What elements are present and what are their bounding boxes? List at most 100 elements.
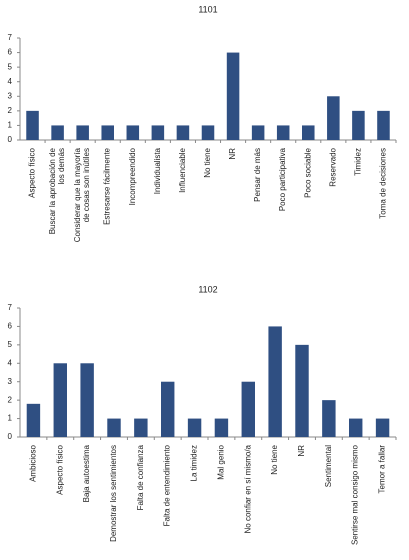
- x-tick-label: Incompreendido: [128, 147, 137, 205]
- x-tick-label-line: Temor a fallar: [378, 445, 387, 494]
- x-tick-label-line: Individualista: [153, 147, 162, 194]
- bar: [26, 403, 41, 437]
- x-tick-label-line: Considerar que la mayoría: [73, 147, 82, 242]
- x-tick-label-line: Reservado: [328, 147, 337, 186]
- x-tick-label-line: Demostrar los sentimientos: [109, 445, 118, 542]
- x-tick-label: NR: [297, 445, 306, 457]
- x-tick-label: Aspecto físico: [55, 444, 64, 494]
- x-tick-label: Sentirse mal consigo mismo: [351, 444, 360, 545]
- y-tick-label: 2: [8, 395, 13, 404]
- bar: [377, 110, 390, 140]
- x-tick-label: Sentimental: [324, 445, 333, 487]
- x-tick-label-line: No confiar en sí mismo/a: [243, 444, 252, 533]
- x-tick-label: Mal genio: [217, 444, 226, 479]
- bar: [151, 125, 165, 140]
- x-tick-label-line: NR: [228, 148, 237, 160]
- bar: [126, 125, 140, 140]
- x-tick-label: Timidez: [354, 148, 363, 176]
- x-tick-label-line: Sentimental: [324, 445, 333, 487]
- x-tick-label: Aspecto físico: [28, 147, 37, 197]
- bar: [26, 110, 39, 140]
- x-tick-label-line: Timidez: [354, 148, 363, 176]
- x-tick-label: Individualista: [153, 147, 162, 194]
- x-tick-label: Pensar de más: [253, 148, 262, 202]
- bar: [201, 125, 215, 140]
- bar: [53, 363, 67, 437]
- x-tick-label: Falta de entendimiento: [163, 444, 172, 526]
- y-tick-label: 6: [8, 48, 13, 57]
- x-tick-label-line: Influenciable: [178, 147, 187, 192]
- x-tick-label: Considerar que la mayoríade cosas son in…: [73, 147, 91, 242]
- x-tick-label-line: Aspecto físico: [28, 147, 37, 197]
- x-tick-label-line: La timidez: [190, 445, 199, 481]
- y-tick-label: 4: [8, 358, 13, 367]
- x-tick-label: Baja autoestima: [82, 444, 91, 502]
- bar: [241, 381, 255, 437]
- bar: [295, 344, 309, 437]
- chart-title: 1102: [198, 284, 217, 294]
- x-tick-label: No confiar en sí mismo/a: [243, 444, 252, 533]
- x-tick-label: Estresarse fácilmente: [103, 147, 112, 224]
- x-tick-label-line: Estresarse fácilmente: [103, 147, 112, 224]
- bar: [322, 400, 336, 437]
- y-tick-label: 3: [8, 377, 13, 386]
- x-tick-label-line: Buscar la aprobación de: [48, 147, 57, 234]
- bar: [214, 418, 229, 437]
- x-tick-label-line: Poco participativa: [278, 147, 287, 211]
- x-tick-label-line: Toma de decisiones: [379, 148, 388, 219]
- bar: [51, 125, 64, 140]
- x-tick-label: Poco sociable: [303, 147, 312, 197]
- x-tick-label-line: No tiene: [270, 444, 279, 474]
- bar: [352, 110, 365, 140]
- y-tick-label: 7: [8, 303, 13, 312]
- bar: [375, 418, 390, 437]
- y-tick-label: 0: [8, 432, 13, 441]
- x-tick-label-line: Ambicioso: [29, 444, 38, 481]
- bar: [134, 418, 148, 437]
- x-tick-label: NR: [228, 148, 237, 160]
- x-tick-label-line: No tiene: [203, 147, 212, 177]
- x-tick-label-line: los demás: [57, 148, 66, 184]
- bar: [349, 418, 363, 437]
- bar: [226, 52, 240, 141]
- x-tick-label-line: Poco sociable: [303, 147, 312, 197]
- bar: [176, 125, 190, 140]
- x-tick-label-line: de cosas son inútiles: [82, 148, 91, 222]
- y-tick-label: 5: [8, 340, 13, 349]
- x-tick-label: Ambicioso: [29, 444, 38, 481]
- bar: [76, 125, 89, 140]
- x-tick-label-line: NR: [297, 445, 306, 457]
- y-tick-label: 7: [8, 33, 13, 42]
- x-tick-label: Demostrar los sentimientos: [109, 445, 118, 542]
- bar: [268, 326, 282, 437]
- x-tick-label-line: Falta de confianza: [136, 444, 145, 510]
- y-tick-label: 1: [8, 414, 13, 423]
- x-tick-label-line: Mal genio: [217, 444, 226, 479]
- x-tick-label-line: Pensar de más: [253, 148, 262, 202]
- bar: [80, 363, 94, 437]
- bar: [101, 125, 114, 140]
- y-tick-label: 1: [8, 121, 13, 130]
- y-tick-label: 2: [8, 106, 13, 115]
- y-tick-label: 0: [8, 135, 13, 144]
- x-tick-label: Buscar la aprobación delos demás: [48, 147, 66, 234]
- x-tick-label: Toma de decisiones: [379, 148, 388, 219]
- y-tick-label: 6: [8, 322, 13, 331]
- x-tick-label: Reservado: [328, 147, 337, 186]
- x-tick-label: Influenciable: [178, 147, 187, 192]
- y-tick-label: 3: [8, 91, 13, 100]
- x-tick-label-line: Incompreendido: [128, 147, 137, 205]
- y-tick-label: 4: [8, 77, 13, 86]
- x-tick-label: No tiene: [270, 444, 279, 474]
- x-tick-label-line: Sentirse mal consigo mismo: [351, 444, 360, 545]
- x-tick-label-line: Aspecto físico: [55, 444, 64, 494]
- x-tick-label-line: Falta de entendimiento: [163, 444, 172, 526]
- x-tick-label: Temor a fallar: [378, 445, 387, 494]
- x-tick-label: Falta de confianza: [136, 444, 145, 510]
- bar: [251, 125, 265, 140]
- bar: [107, 418, 121, 437]
- x-tick-label: La timidez: [190, 445, 199, 481]
- bar: [327, 96, 340, 140]
- x-tick-label-line: Baja autoestima: [82, 444, 91, 502]
